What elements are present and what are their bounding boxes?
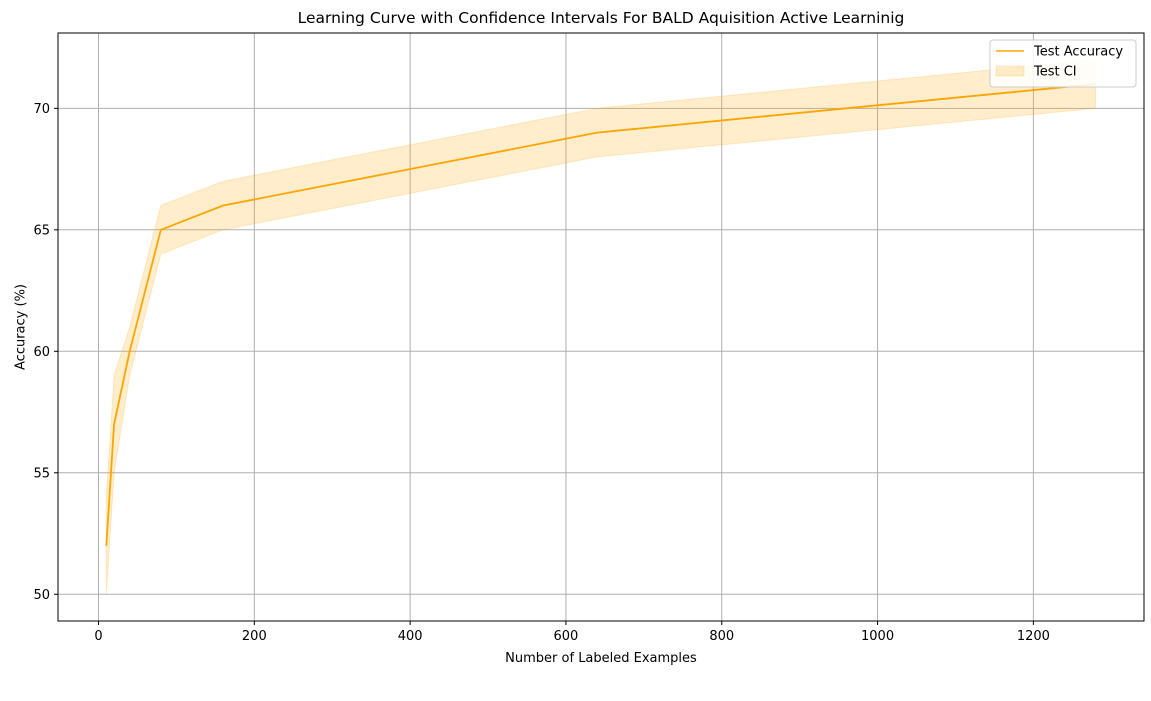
x-tick-label: 400 xyxy=(398,629,423,644)
legend-label-test-accuracy: Test Accuracy xyxy=(1033,45,1123,60)
legend: Test Accuracy Test CI xyxy=(989,39,1137,88)
y-axis-ticks: 50 55 60 65 70 xyxy=(33,102,58,603)
legend-swatch-test-ci xyxy=(995,65,1025,77)
plot-frame xyxy=(57,32,1145,622)
x-axis-ticks: 0 200 400 600 800 1000 1200 xyxy=(94,621,1050,644)
x-axis-label: Number of Labeled Examples xyxy=(505,651,697,666)
x-tick-label: 1000 xyxy=(861,629,894,644)
x-tick-label: 200 xyxy=(242,629,267,644)
accuracy-line xyxy=(105,83,1096,546)
chart-title: Learning Curve with Confidence Intervals… xyxy=(298,9,905,27)
y-tick-label: 55 xyxy=(33,466,50,481)
x-tick-label: 0 xyxy=(94,629,102,644)
y-tick-label: 70 xyxy=(33,102,50,117)
grid-lines xyxy=(58,33,1144,621)
x-tick-label: 1200 xyxy=(1017,629,1050,644)
confidence-band xyxy=(105,59,1097,595)
legend-label-test-ci: Test CI xyxy=(1033,65,1077,80)
x-tick-label: 800 xyxy=(709,629,734,644)
confidence-band-layer xyxy=(105,59,1097,595)
legend-box xyxy=(989,39,1137,88)
y-axis-label: Accuracy (%) xyxy=(14,284,29,370)
y-tick-label: 60 xyxy=(33,345,50,360)
plot-area xyxy=(58,33,1144,621)
y-tick-label: 50 xyxy=(33,588,50,603)
y-tick-label: 65 xyxy=(33,223,50,238)
x-tick-label: 600 xyxy=(554,629,579,644)
